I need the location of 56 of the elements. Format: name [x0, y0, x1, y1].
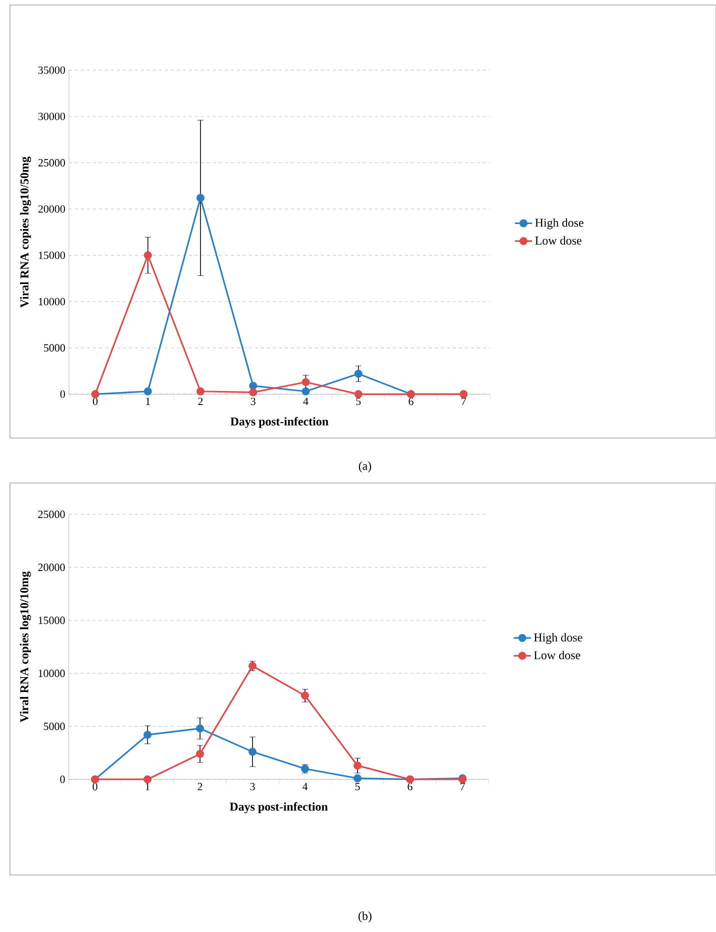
point: [248, 748, 256, 756]
y-tick-label: 25000: [38, 510, 65, 518]
point: [196, 750, 204, 758]
point: [196, 194, 204, 202]
x-tick-label: 6: [408, 782, 412, 790]
y-tick-label: 30000: [38, 112, 65, 120]
x-tick-label: 4: [302, 782, 308, 790]
point: [144, 251, 152, 260]
point: [248, 382, 257, 390]
y-tick-label: 0: [60, 776, 65, 784]
y-tick-label: 35000: [38, 66, 65, 74]
y-axis-title: Viral RNA copies log10/10mg: [20, 571, 31, 722]
point: [248, 388, 257, 396]
point: [302, 378, 310, 386]
point: [196, 387, 204, 396]
legend-label: High dose: [535, 218, 584, 230]
point: [144, 387, 152, 396]
x-tick-label: 1: [146, 782, 150, 790]
x-axis-title: Days post-infection: [230, 802, 328, 814]
point: [302, 387, 310, 396]
y-tick-label: 15000: [38, 252, 65, 260]
x-tick-label: 3: [250, 782, 255, 790]
x-tick-label: 3: [250, 398, 256, 406]
x-tick-label: 5: [355, 782, 360, 790]
y-tick-label: 0: [60, 390, 65, 398]
x-tick-label: 4: [303, 398, 308, 405]
x-axis-title: Days post-infection: [230, 416, 328, 428]
y-tick-label: 5000: [44, 344, 65, 352]
text: (a): [358, 462, 371, 472]
x-tick-label: 6: [408, 398, 414, 406]
y-tick-label: 5000: [44, 722, 65, 730]
point: [353, 774, 362, 782]
point: [143, 730, 152, 739]
x-tick-label: 0: [92, 782, 98, 790]
x-tick-label: 2: [198, 782, 202, 790]
legend-label: Low dose: [535, 236, 582, 245]
point: [196, 724, 204, 732]
y-axis-title: Viral RNA copies log10/50mg: [20, 156, 31, 308]
point: [354, 390, 362, 398]
x-tick-label: 1: [146, 398, 150, 405]
y-tick-label: 20000: [38, 205, 65, 213]
x-tick-label: 2: [198, 398, 202, 405]
point: [354, 370, 362, 378]
y-tick-label: 10000: [38, 670, 65, 678]
y-tick-label: 15000: [38, 616, 65, 624]
point: [143, 775, 152, 784]
point: [300, 692, 309, 700]
text: (b): [358, 912, 372, 922]
x-tick-label: 0: [92, 398, 98, 406]
y-tick-label: 25000: [38, 159, 65, 166]
legend-label: High dose: [534, 633, 582, 644]
y-tick-label: 20000: [38, 564, 65, 572]
point: [353, 762, 362, 770]
x-tick-label: 7: [460, 782, 465, 790]
y-tick-label: 10000: [38, 298, 65, 306]
legend-label: Low dose: [534, 650, 580, 660]
